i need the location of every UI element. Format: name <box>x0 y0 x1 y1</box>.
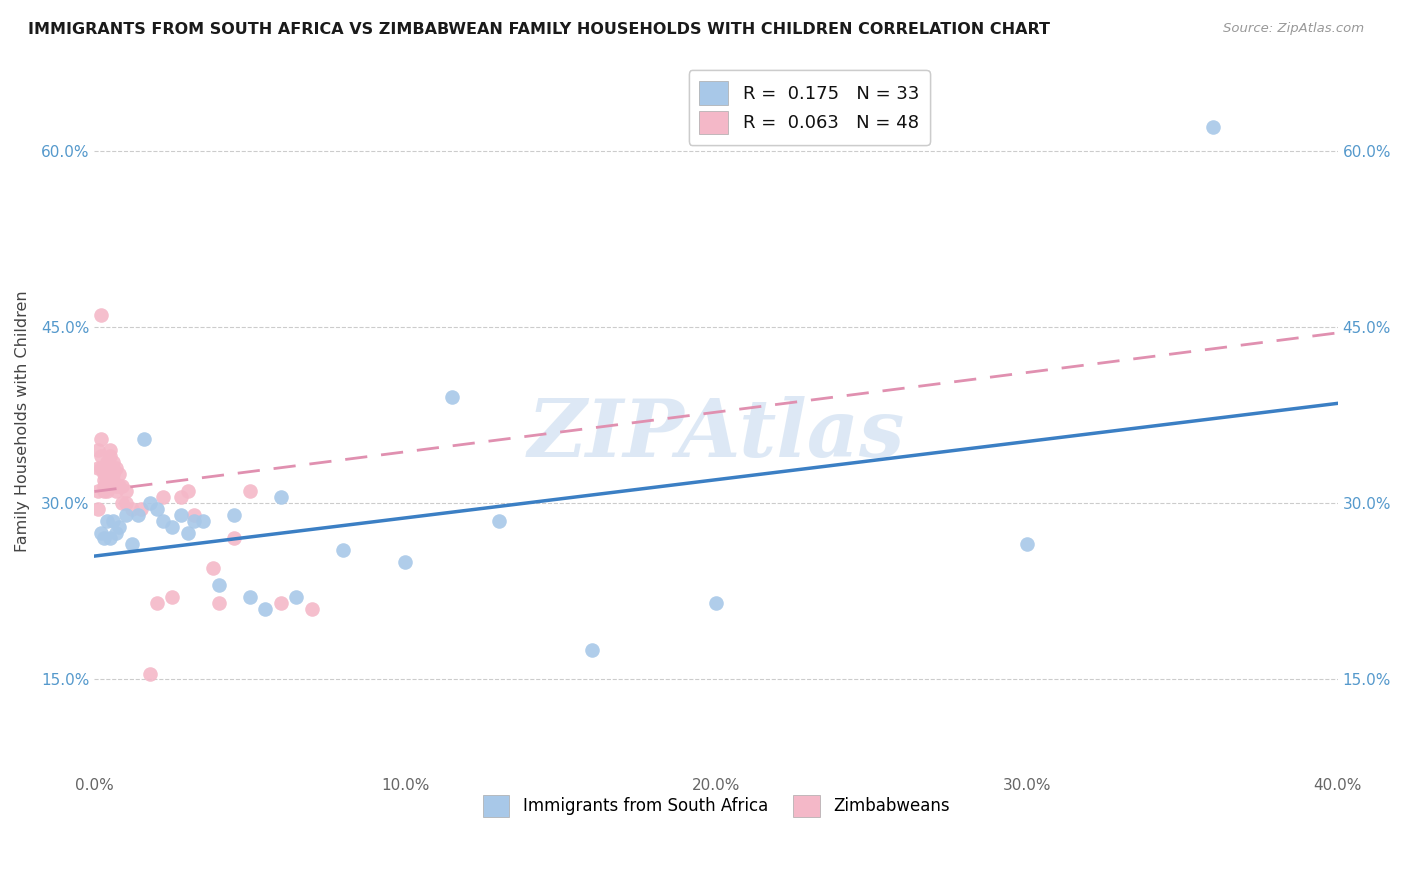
Point <box>93 473 115 487</box>
Point <box>224 508 246 522</box>
Point <box>285 591 308 605</box>
Point <box>101 514 124 528</box>
Point <box>121 502 143 516</box>
Point <box>177 484 200 499</box>
Point <box>96 473 118 487</box>
Point <box>93 467 115 481</box>
Point <box>139 496 162 510</box>
Point <box>105 525 128 540</box>
Point <box>1202 120 1225 135</box>
Point <box>145 596 167 610</box>
Point <box>108 478 131 492</box>
Point <box>101 461 124 475</box>
Point <box>134 432 156 446</box>
Y-axis label: Family Households with Children: Family Households with Children <box>15 290 30 552</box>
Point <box>114 496 136 510</box>
Point <box>581 643 603 657</box>
Point <box>201 561 224 575</box>
Point <box>90 449 112 463</box>
Point <box>105 461 128 475</box>
Point <box>254 602 277 616</box>
Point <box>301 602 323 616</box>
Point <box>488 514 510 528</box>
Text: ZIPAtlas: ZIPAtlas <box>527 396 904 474</box>
Point <box>90 525 112 540</box>
Point <box>160 519 183 533</box>
Point <box>90 461 112 475</box>
Point <box>127 508 149 522</box>
Point <box>93 484 115 499</box>
Point <box>111 496 134 510</box>
Point <box>111 478 134 492</box>
Point <box>270 491 292 505</box>
Point <box>394 555 416 569</box>
Point <box>208 578 231 592</box>
Point <box>96 461 118 475</box>
Point <box>101 455 124 469</box>
Point <box>177 525 200 540</box>
Legend: Immigrants from South Africa, Zimbabweans: Immigrants from South Africa, Zimbabwean… <box>474 787 957 825</box>
Point <box>170 508 193 522</box>
Point <box>152 491 174 505</box>
Point <box>114 508 136 522</box>
Point <box>90 432 112 446</box>
Text: Source: ZipAtlas.com: Source: ZipAtlas.com <box>1223 22 1364 36</box>
Point <box>440 391 463 405</box>
Point <box>93 532 115 546</box>
Point <box>704 596 727 610</box>
Point <box>332 543 354 558</box>
Point <box>239 591 262 605</box>
Point <box>86 484 108 499</box>
Point <box>270 596 292 610</box>
Point <box>93 478 115 492</box>
Point <box>183 514 205 528</box>
Point <box>98 443 121 458</box>
Point <box>108 467 131 481</box>
Point <box>86 461 108 475</box>
Point <box>98 449 121 463</box>
Point <box>152 514 174 528</box>
Point <box>139 666 162 681</box>
Point <box>86 502 108 516</box>
Point <box>98 473 121 487</box>
Point <box>121 537 143 551</box>
Point <box>105 484 128 499</box>
Point <box>108 519 131 533</box>
Point <box>114 484 136 499</box>
Point <box>170 491 193 505</box>
Point <box>86 443 108 458</box>
Point <box>101 467 124 481</box>
Point <box>90 308 112 322</box>
Text: IMMIGRANTS FROM SOUTH AFRICA VS ZIMBABWEAN FAMILY HOUSEHOLDS WITH CHILDREN CORRE: IMMIGRANTS FROM SOUTH AFRICA VS ZIMBABWE… <box>28 22 1050 37</box>
Point <box>96 455 118 469</box>
Point <box>183 508 205 522</box>
Point <box>101 473 124 487</box>
Point <box>160 591 183 605</box>
Point <box>98 461 121 475</box>
Point <box>193 514 215 528</box>
Point <box>1015 537 1038 551</box>
Point <box>239 484 262 499</box>
Point <box>96 514 118 528</box>
Point <box>96 484 118 499</box>
Point <box>129 502 152 516</box>
Point <box>105 478 128 492</box>
Point <box>145 502 167 516</box>
Point <box>208 596 231 610</box>
Point <box>98 532 121 546</box>
Point <box>224 532 246 546</box>
